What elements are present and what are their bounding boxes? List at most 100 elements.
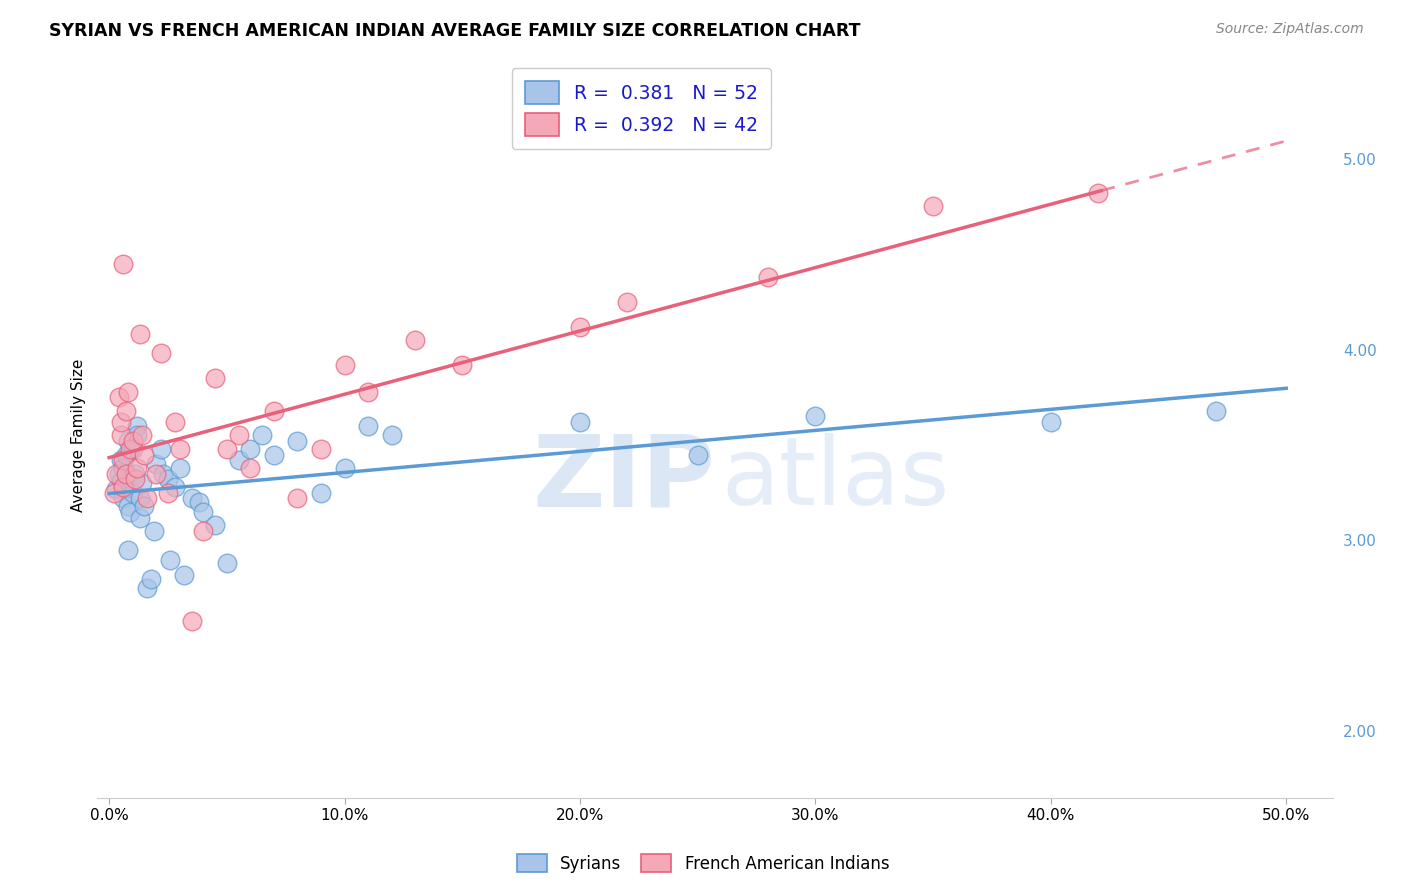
Point	[228, 428, 250, 442]
Point	[135, 491, 157, 506]
Point	[149, 346, 172, 360]
Point	[120, 472, 142, 486]
Point	[124, 467, 146, 481]
Point	[804, 409, 827, 424]
Point	[686, 448, 709, 462]
Point	[110, 475, 132, 489]
Point	[107, 467, 129, 481]
Point	[127, 428, 149, 442]
Point	[112, 491, 135, 506]
Y-axis label: Average Family Size: Average Family Size	[72, 359, 86, 512]
Point	[142, 524, 165, 538]
Point	[117, 434, 139, 449]
Point	[114, 467, 136, 481]
Point	[112, 461, 135, 475]
Point	[204, 371, 226, 385]
Point	[156, 485, 179, 500]
Point	[141, 572, 163, 586]
Point	[121, 442, 143, 456]
Point	[569, 319, 592, 334]
Point	[263, 403, 285, 417]
Point	[204, 518, 226, 533]
Point	[215, 442, 238, 456]
Point	[333, 461, 356, 475]
Point	[1087, 186, 1109, 200]
Point	[135, 581, 157, 595]
Point	[163, 480, 186, 494]
Point	[152, 467, 174, 481]
Point	[616, 294, 638, 309]
Point	[124, 472, 146, 486]
Point	[1039, 415, 1062, 429]
Point	[309, 442, 332, 456]
Point	[110, 453, 132, 467]
Point	[215, 557, 238, 571]
Point	[187, 495, 209, 509]
Point	[112, 453, 135, 467]
Text: atlas: atlas	[721, 433, 950, 525]
Point	[169, 461, 191, 475]
Legend: R =  0.381   N = 52, R =  0.392   N = 42: R = 0.381 N = 52, R = 0.392 N = 42	[512, 68, 770, 149]
Point	[117, 384, 139, 399]
Point	[228, 453, 250, 467]
Point	[114, 480, 136, 494]
Point	[756, 270, 779, 285]
Point	[193, 524, 215, 538]
Point	[239, 442, 262, 456]
Point	[112, 480, 135, 494]
Point	[121, 434, 143, 449]
Point	[169, 442, 191, 456]
Point	[180, 491, 202, 506]
Point	[173, 567, 195, 582]
Point	[149, 442, 172, 456]
Point	[114, 448, 136, 462]
Point	[128, 327, 150, 342]
Point	[239, 461, 262, 475]
Point	[404, 333, 426, 347]
Point	[110, 415, 132, 429]
Point	[333, 358, 356, 372]
Point	[131, 476, 153, 491]
Point	[114, 403, 136, 417]
Point	[922, 199, 945, 213]
Point	[131, 428, 153, 442]
Point	[117, 543, 139, 558]
Point	[117, 499, 139, 513]
Point	[128, 510, 150, 524]
Point	[250, 428, 273, 442]
Point	[112, 257, 135, 271]
Point	[105, 482, 128, 496]
Point	[163, 415, 186, 429]
Point	[103, 485, 125, 500]
Point	[105, 467, 128, 481]
Point	[357, 384, 380, 399]
Point	[451, 358, 474, 372]
Point	[110, 428, 132, 442]
Point	[156, 472, 179, 486]
Point	[127, 419, 149, 434]
Point	[121, 485, 143, 500]
Point	[357, 419, 380, 434]
Point	[107, 390, 129, 404]
Point	[120, 505, 142, 519]
Point	[128, 491, 150, 506]
Point	[145, 467, 167, 481]
Point	[120, 442, 142, 456]
Point	[1205, 403, 1227, 417]
Point	[287, 491, 309, 506]
Legend: Syrians, French American Indians: Syrians, French American Indians	[510, 847, 896, 880]
Point	[381, 428, 404, 442]
Point	[134, 499, 156, 513]
Point	[134, 448, 156, 462]
Point	[180, 614, 202, 628]
Point	[159, 552, 181, 566]
Text: SYRIAN VS FRENCH AMERICAN INDIAN AVERAGE FAMILY SIZE CORRELATION CHART: SYRIAN VS FRENCH AMERICAN INDIAN AVERAGE…	[49, 22, 860, 40]
Point	[263, 448, 285, 462]
Point	[569, 415, 592, 429]
Point	[287, 434, 309, 449]
Point	[193, 505, 215, 519]
Text: ZIP: ZIP	[533, 431, 716, 527]
Point	[309, 485, 332, 500]
Point	[145, 457, 167, 471]
Text: Source: ZipAtlas.com: Source: ZipAtlas.com	[1216, 22, 1364, 37]
